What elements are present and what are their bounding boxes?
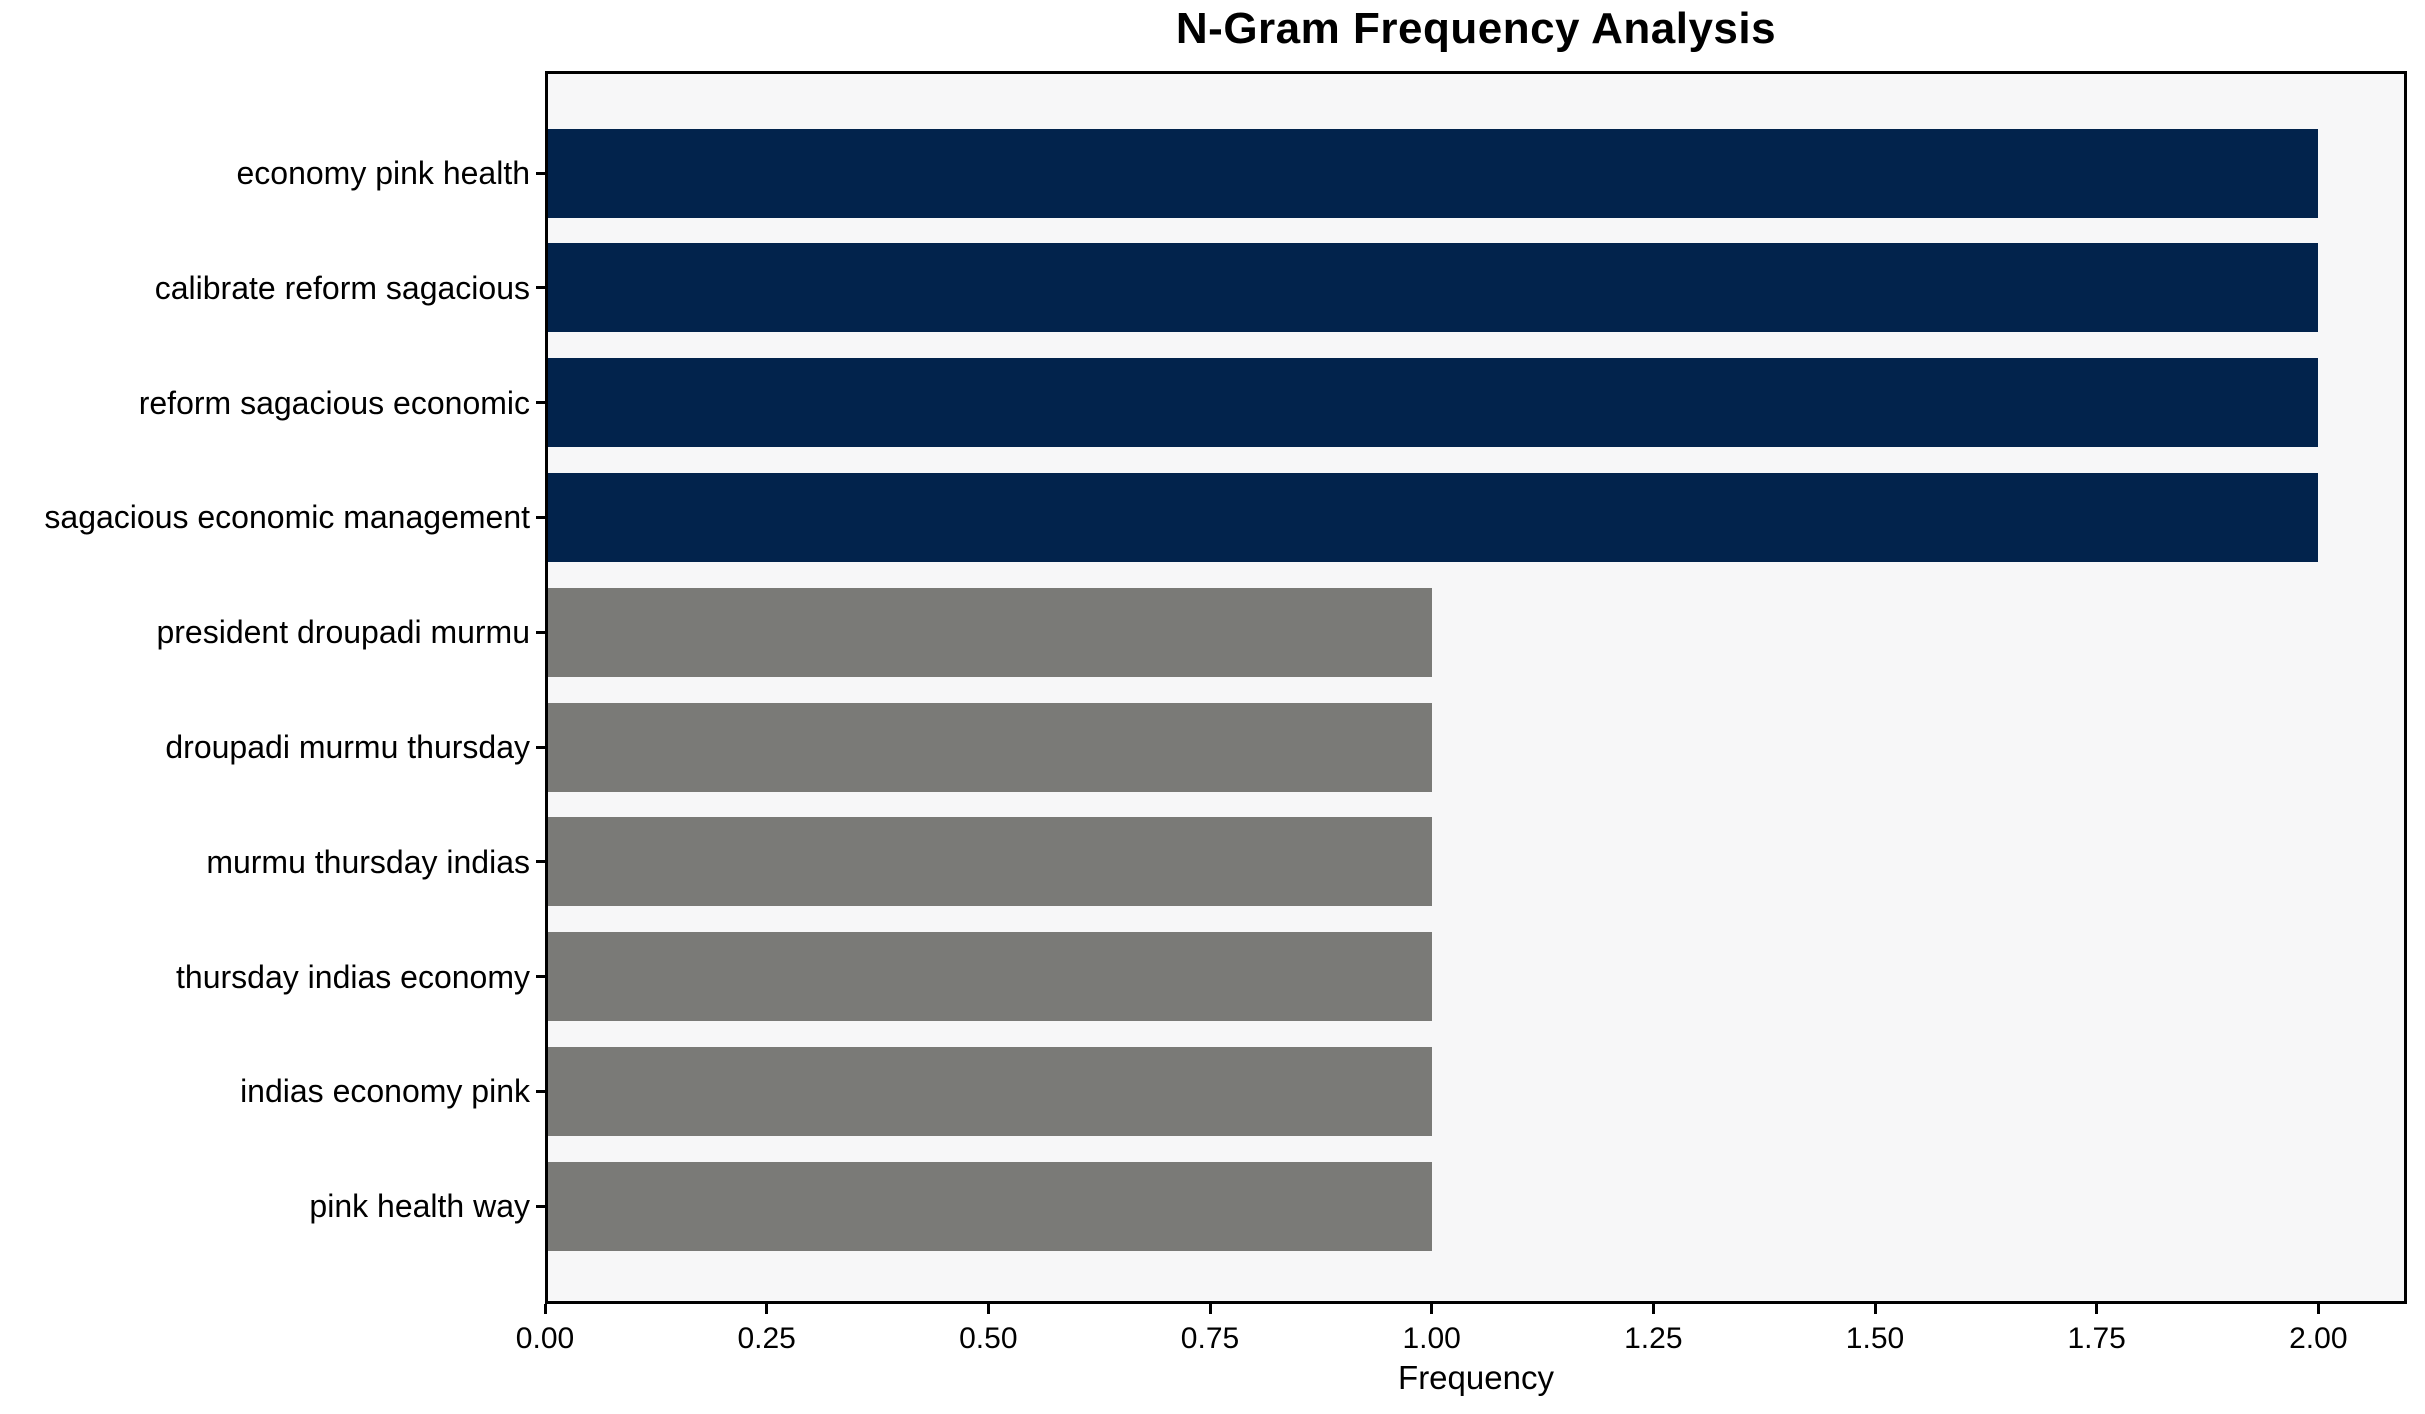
bar xyxy=(545,1046,1432,1136)
y-tick-mark xyxy=(536,975,545,979)
y-tick-mark xyxy=(536,1204,545,1208)
y-axis-label: indias economy pink xyxy=(240,1073,530,1110)
y-axis-label: reform sagacious economic xyxy=(138,384,530,421)
x-tick-label: 2.00 xyxy=(2289,1322,2348,1355)
bar xyxy=(545,128,2319,218)
x-tick-mark xyxy=(2316,1304,2320,1314)
y-axis-label: sagacious economic management xyxy=(44,499,530,536)
x-tick-label: 0.50 xyxy=(959,1322,1018,1355)
x-tick-mark xyxy=(543,1304,547,1314)
x-tick-label: 1.25 xyxy=(1624,1322,1683,1355)
bar xyxy=(545,932,1432,1022)
y-axis-label: president droupadi murmu xyxy=(156,614,530,651)
plot-area xyxy=(545,71,2407,1304)
x-tick-mark xyxy=(1208,1304,1212,1314)
bar xyxy=(545,358,2319,448)
x-tick-mark xyxy=(1430,1304,1434,1314)
x-axis-label: Frequency xyxy=(1398,1359,1554,1396)
y-tick-mark xyxy=(536,515,545,519)
x-tick-mark xyxy=(1651,1304,1655,1314)
y-tick-mark xyxy=(536,630,545,634)
x-tick-label: 0.25 xyxy=(737,1322,796,1355)
bar xyxy=(545,1161,1432,1251)
bar xyxy=(545,243,2319,333)
y-tick-mark xyxy=(536,401,545,405)
y-tick-mark xyxy=(536,286,545,290)
y-tick-mark xyxy=(536,171,545,175)
bar xyxy=(545,472,2319,562)
bar xyxy=(545,817,1432,907)
bar xyxy=(545,702,1432,792)
y-axis-label: calibrate reform sagacious xyxy=(154,269,530,306)
x-tick-label: 0.75 xyxy=(1180,1322,1240,1355)
bar xyxy=(545,587,1432,677)
x-tick-mark xyxy=(2095,1304,2099,1314)
y-axis-label: thursday indias economy xyxy=(176,958,530,995)
y-tick-mark xyxy=(536,745,545,749)
x-tick-label: 1.50 xyxy=(1845,1322,1905,1355)
y-axis-label: economy pink health xyxy=(236,155,530,191)
chart-title: N-Gram Frequency Analysis xyxy=(1175,4,1777,53)
y-axis-label: murmu thursday indias xyxy=(206,843,530,880)
y-tick-mark xyxy=(536,860,545,864)
x-tick-mark xyxy=(765,1304,769,1314)
x-tick-label: 1.00 xyxy=(1402,1322,1461,1355)
x-tick-label: 0.00 xyxy=(515,1322,575,1355)
x-tick-mark xyxy=(1873,1304,1877,1314)
x-tick-label: 1.75 xyxy=(2067,1322,2126,1355)
y-axis-label: droupadi murmu thursday xyxy=(165,729,530,765)
y-tick-mark xyxy=(536,1089,545,1093)
x-tick-mark xyxy=(986,1304,990,1314)
y-axis-label: pink health way xyxy=(309,1188,530,1225)
